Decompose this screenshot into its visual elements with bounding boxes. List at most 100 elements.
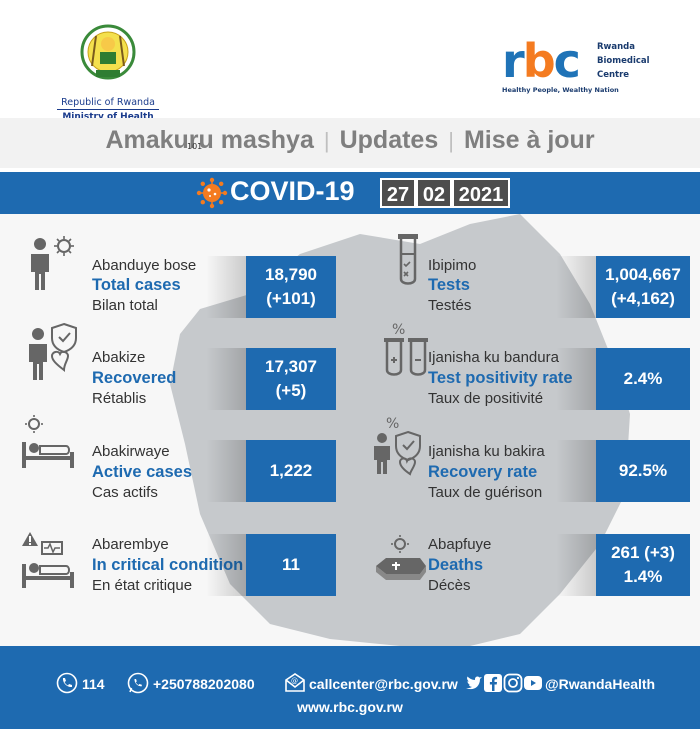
rbc-name: Rwanda Biomedical Centre [597, 40, 650, 82]
positivity-rate: 2.4% [623, 369, 663, 388]
value-shadow [206, 534, 246, 596]
whatsapp-number[interactable]: +250788202080 [153, 676, 255, 692]
rbc-logo-b: b [522, 34, 556, 88]
deaths-count: 261 (+3) [611, 543, 675, 562]
stat-critical-rw: Abarembye [92, 536, 169, 553]
title-kinyarwanda: Amakuru mashya [105, 126, 314, 154]
coronavirus-icon [196, 177, 228, 209]
rwanda-coat-of-arms-icon [80, 24, 136, 80]
gov-name-line1: Republic of Rwanda [57, 97, 159, 110]
total-cases-value: 18,790 (+101) [246, 256, 336, 318]
twitter-icon[interactable] [463, 672, 485, 694]
total-cases-new: (+101) [266, 289, 316, 308]
stat-positivity-fr: Taux de positivité [428, 390, 544, 407]
stat-tests-en: Tests [428, 276, 470, 294]
instagram-icon[interactable] [502, 672, 524, 694]
stat-positivity-en: Test positivity rate [428, 369, 573, 387]
active-cases-value: 1,222 [246, 440, 336, 502]
stat-active-en: Active cases [92, 463, 192, 481]
title-french: Mise à jour [463, 126, 595, 154]
tests-count: 1,004,667 [605, 265, 681, 284]
recovery-rate: 92.5% [618, 461, 668, 480]
tests-new: (+4,162) [611, 289, 675, 308]
critical-count: 11 [282, 555, 300, 574]
hotline-number[interactable]: 114 [82, 676, 105, 692]
value-shadow [556, 440, 596, 502]
positivity-tubes-icon: % [384, 322, 428, 376]
value-shadow [206, 440, 246, 502]
stat-active-rw: Abakirwaye [92, 443, 170, 460]
stat-tests-rw: Ibipimo [428, 257, 477, 274]
government-logo-block: Republic of Rwanda Ministry of Health [48, 22, 168, 122]
email-address[interactable]: callcenter@rbc.gov.rw [309, 676, 458, 692]
title-band [0, 118, 700, 168]
stat-critical-en: In critical condition [92, 556, 244, 574]
stat-active-fr: Cas actifs [92, 484, 158, 501]
rbc-logo: rbc [502, 38, 581, 84]
youtube-icon[interactable] [522, 672, 544, 694]
value-shadow [556, 348, 596, 410]
stat-recovered-rw: Abakize [92, 349, 146, 366]
svg-text:@: @ [291, 677, 298, 685]
positivity-value: 2.4% [596, 348, 690, 410]
stats-panel: % % Abanduye bose Total cases Bi [0, 214, 700, 646]
rbc-tagline: Healthy People, Wealthy Nation [502, 86, 619, 94]
date-day: 27 [380, 178, 416, 208]
recovery-rate-icon: % [374, 416, 421, 476]
rbc-logo-r: r [502, 34, 525, 88]
stat-total-cases-fr: Bilan total [92, 297, 158, 314]
value-shadow [206, 348, 246, 410]
rbc-name-line1: Rwanda [597, 42, 636, 52]
tiny-number: 101 [187, 142, 203, 151]
covid-banner [0, 172, 700, 214]
svg-text:%: % [386, 416, 399, 432]
value-shadow [206, 256, 246, 318]
ministry-name: Ministry of Health [62, 112, 154, 122]
recovery-rate-value: 92.5% [596, 440, 690, 502]
stat-critical-fr: En état critique [92, 577, 193, 594]
header: Republic of Rwanda Ministry of Health rb… [0, 0, 700, 122]
stat-total-cases-en: Total cases [92, 276, 181, 294]
stat-recovery-rate-rw: Ijanisha ku bakira [428, 443, 545, 460]
recovered-new: (+5) [275, 381, 307, 400]
date-year: 2021 [452, 178, 510, 208]
email-icon: @ [285, 673, 305, 692]
stat-recovered-en: Recovered [92, 369, 177, 387]
date-month: 02 [416, 178, 452, 208]
social-handle[interactable]: @RwandaHealth [545, 676, 656, 692]
stat-deaths-rw: Abapfuye [428, 536, 492, 553]
page-title: Amakuru mashya | Updates | Mise à jour [0, 126, 700, 155]
stat-recovery-rate-fr: Taux de guérison [428, 484, 543, 501]
stat-recovered-fr: Rétablis [92, 390, 147, 407]
critical-care-bed-icon [22, 532, 74, 588]
recovered-count: 17,307 [265, 357, 317, 376]
active-cases-count: 1,222 [269, 461, 313, 480]
patient-bed-icon [22, 415, 74, 468]
test-tube-icon [398, 234, 418, 285]
rbc-logo-c: c [553, 34, 581, 88]
rbc-logo-block: rbc Rwanda Biomedical Centre Healthy Peo… [502, 30, 672, 100]
person-virus-icon [31, 236, 74, 290]
recovered-value: 17,307 (+5) [246, 348, 336, 410]
stat-deaths-fr: Décès [428, 577, 471, 594]
facebook-icon[interactable] [482, 672, 504, 694]
value-shadow [556, 256, 596, 318]
whatsapp-icon [127, 672, 149, 694]
rbc-name-line3: Centre [597, 70, 630, 80]
title-separator: | [323, 128, 330, 153]
deaths-value: 261 (+3) 1.4% [596, 534, 690, 596]
title-english: Updates [339, 126, 439, 154]
stat-recovery-rate-en: Recovery rate [428, 463, 538, 481]
footer [0, 646, 700, 729]
phone-icon [56, 672, 78, 694]
deaths-rate: 1.4% [623, 567, 663, 586]
stat-tests-fr: Testés [428, 297, 472, 314]
stat-positivity-rw: Ijanisha ku bandura [428, 349, 559, 366]
website-link[interactable]: www.rbc.gov.rw [297, 699, 403, 715]
coffin-icon [376, 535, 426, 580]
critical-value: 11 [246, 534, 336, 596]
tests-value: 1,004,667 (+4,162) [596, 256, 690, 318]
person-shield-heart-icon [29, 322, 77, 380]
title-separator: | [448, 128, 454, 153]
